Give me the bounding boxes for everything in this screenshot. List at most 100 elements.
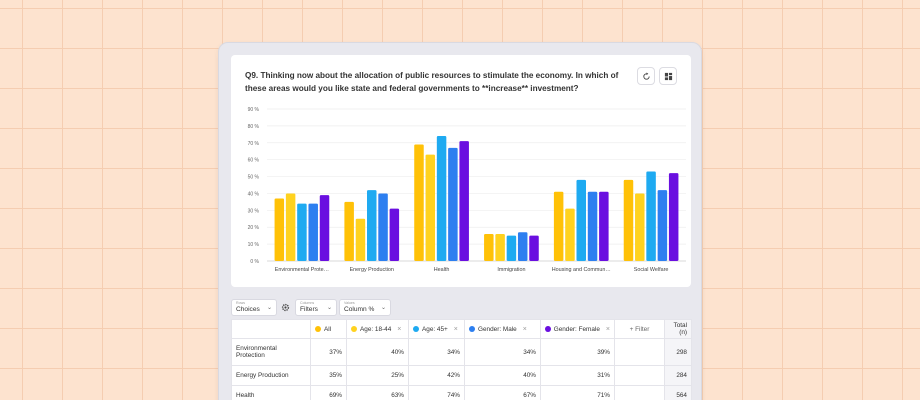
bar (344, 201, 354, 261)
table-cell: 40% (346, 338, 409, 366)
chevron-down-icon: ⌄ (266, 305, 272, 311)
table-cell: 71% (540, 385, 615, 400)
column-header-label: Gender: Female (553, 325, 600, 333)
total-column-label: Total (n) (673, 322, 688, 336)
bar (576, 179, 586, 261)
bar (646, 171, 656, 261)
rows-dropdown-value: Choices (236, 306, 260, 313)
bar (389, 208, 400, 261)
close-icon[interactable]: × (397, 325, 402, 333)
table-row: Energy Production 35% 25% 42% 40% 31% 28… (231, 365, 692, 386)
total-cell: 298 (664, 338, 692, 366)
column-header-all[interactable]: All (310, 319, 347, 339)
y-tick-label: 80 % (248, 124, 260, 130)
bar (355, 218, 366, 261)
table-cell: 67% (464, 385, 541, 400)
rows-dropdown[interactable]: Rows Choices ⌄ (231, 299, 277, 316)
series-color-dot (351, 326, 357, 332)
bar (529, 235, 539, 261)
x-tick-label: Immigration (497, 267, 525, 273)
values-dropdown[interactable]: Values Column % ⌄ (339, 299, 391, 316)
chart-card: Q9. Thinking now about the allocation of… (231, 55, 691, 287)
y-tick-label: 50 % (248, 175, 260, 181)
filters-dropdown[interactable]: Columns Filters ⌄ (295, 299, 337, 316)
x-tick-label: Energy Production (350, 267, 394, 273)
bar (378, 193, 388, 261)
bar (599, 191, 609, 261)
column-header-gender-female[interactable]: Gender: Female × (540, 319, 615, 339)
bar (297, 203, 307, 261)
layout-button[interactable] (659, 67, 677, 85)
bar (657, 190, 668, 261)
series-color-dot (413, 326, 419, 332)
total-column-header: Total (n) (664, 319, 692, 339)
column-header-age-45-plus[interactable]: Age: 45+ × (408, 319, 465, 339)
bar (517, 232, 528, 261)
bar (274, 198, 285, 261)
chevron-down-icon: ⌄ (326, 305, 332, 311)
table-cell-empty (614, 385, 665, 400)
bar (459, 141, 469, 261)
bar (448, 147, 458, 261)
question-title: Q9. Thinking now about the allocation of… (245, 71, 619, 93)
x-tick-label: Health (434, 267, 450, 273)
bar (414, 144, 424, 261)
row-label: Environmental Protection (231, 338, 311, 366)
bar-chart: 0 % 10 % 20 % 30 % 40 % 50 % 60 % 70 % 80 % 90 % E… (248, 107, 686, 273)
table-cell: 37% (310, 338, 347, 366)
bar (308, 203, 318, 261)
settings-button[interactable] (279, 301, 292, 314)
bar (425, 154, 436, 261)
chevron-down-icon: ⌄ (380, 305, 386, 311)
y-tick-label: 10 % (248, 242, 260, 248)
crosstab-table: All Age: 18-44 × Age: 45+ × Gender: Male × … (231, 319, 692, 400)
y-tick-label: 60 % (248, 158, 260, 164)
x-tick-label: Social Welfare (634, 267, 669, 273)
add-filter-label: + Filter (629, 325, 650, 333)
table-cell: 35% (310, 365, 347, 386)
table-corner-cell (231, 319, 311, 339)
bar (668, 173, 679, 261)
y-tick-label: 90 % (248, 107, 260, 113)
refresh-button[interactable] (637, 67, 655, 85)
column-header-label: Age: 18-44 (360, 325, 392, 333)
table-cell: 74% (408, 385, 465, 400)
y-tick-label: 70 % (248, 141, 260, 147)
y-tick-label: 20 % (248, 225, 260, 231)
table-row: Health 69% 63% 74% 67% 71% 564 (231, 385, 692, 400)
column-header-gender-male[interactable]: Gender: Male × (464, 319, 541, 339)
add-filter-button[interactable]: + Filter (614, 319, 665, 339)
rows-dropdown-caption: Rows (236, 301, 245, 305)
table-cell: 40% (464, 365, 541, 386)
table-row: Environmental Protection 37% 40% 34% 34%… (231, 338, 692, 366)
bar (565, 208, 575, 261)
table-cell: 39% (540, 338, 615, 366)
column-header-age-18-44[interactable]: Age: 18-44 × (346, 319, 409, 339)
y-tick-label: 0 % (250, 259, 259, 265)
table-cell: 25% (346, 365, 409, 386)
bar (436, 136, 447, 261)
series-color-dot (469, 326, 475, 332)
close-icon[interactable]: × (453, 325, 458, 333)
row-label: Energy Production (231, 365, 311, 386)
close-icon[interactable]: × (522, 325, 527, 333)
table-cell: 34% (408, 338, 465, 366)
table-cell: 34% (464, 338, 541, 366)
table-cell: 31% (540, 365, 615, 386)
refresh-icon (642, 71, 650, 80)
bar (285, 193, 296, 261)
layout-grid-icon (664, 72, 672, 80)
app-window: Q9. Thinking now about the allocation of… (218, 42, 702, 400)
close-icon[interactable]: × (605, 325, 610, 333)
row-label: Health (231, 385, 311, 400)
bar (635, 193, 645, 261)
x-tick-label: Environmental Prote… (275, 267, 329, 273)
table-cell-empty (614, 365, 665, 386)
bar (506, 235, 517, 261)
y-tick-label: 40 % (248, 191, 260, 197)
bar (623, 179, 634, 261)
table-header-row: All Age: 18-44 × Age: 45+ × Gender: Male × … (231, 319, 692, 339)
bar (495, 233, 505, 261)
filters-dropdown-caption: Columns (300, 301, 315, 305)
table-cell-empty (614, 338, 665, 366)
